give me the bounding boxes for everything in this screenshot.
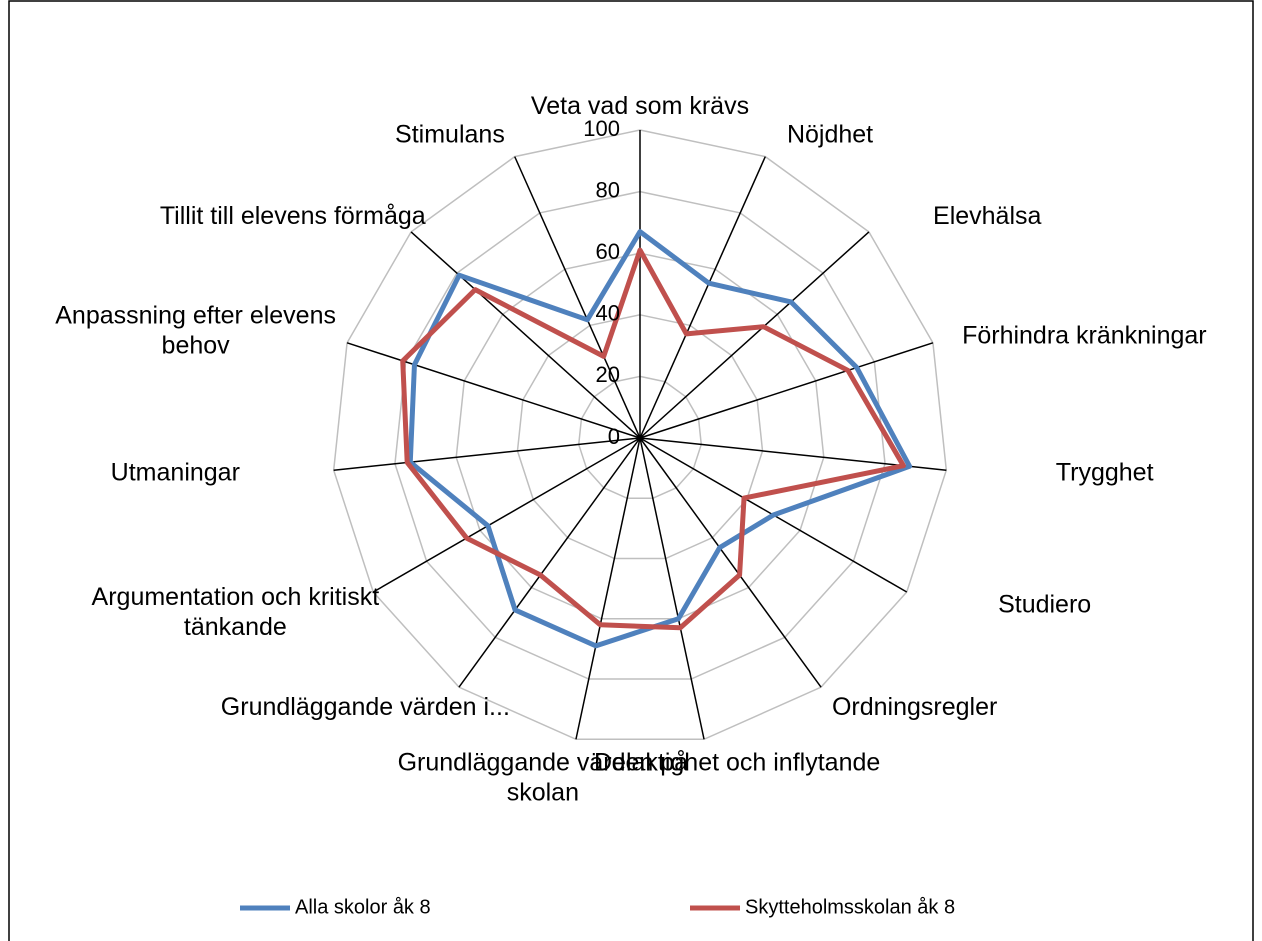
axis-spoke	[639, 437, 705, 740]
legend-label: Alla skolor åk 8	[295, 896, 431, 918]
axis-spoke	[639, 437, 822, 688]
category-label: Delaktighet och inflytande	[593, 748, 881, 777]
grid-ring	[455, 252, 825, 620]
category-label: Ordningsregler	[831, 692, 998, 721]
axis-spoke	[639, 231, 870, 439]
axis-spoke	[458, 437, 641, 688]
axis-spoke	[575, 437, 641, 740]
grid-ring	[394, 190, 886, 680]
tick-label: 100	[583, 116, 620, 141]
category-label: Studiero	[998, 590, 1092, 619]
category-label: Grundläggande värden i...	[220, 692, 510, 721]
tick-label: 0	[608, 424, 620, 449]
axis-spoke	[346, 342, 641, 439]
grid-ring	[516, 314, 764, 560]
series-line	[407, 229, 913, 649]
axis-spoke	[639, 342, 934, 439]
category-label: Elevhälsa	[933, 201, 1042, 230]
legend-label: Skytteholmsskolan åk 8	[745, 896, 955, 918]
axis-spoke	[514, 156, 641, 439]
category-label: Stimulans	[395, 120, 505, 149]
tick-label: 20	[596, 362, 620, 387]
chart-frame	[8, 0, 1254, 941]
category-label: Veta vad som krävs	[530, 91, 750, 120]
axis-spoke	[333, 437, 641, 471]
axis-spoke	[639, 156, 766, 439]
tick-label: 80	[596, 177, 620, 202]
category-label: Trygghet	[1055, 458, 1154, 487]
category-label: Anpassning efter elevens behov	[55, 301, 336, 360]
category-label: Förhindra kränkningar	[962, 321, 1207, 350]
category-label: Utmaningar	[110, 458, 240, 487]
axis-spoke	[372, 437, 641, 593]
grid-ring	[577, 375, 703, 500]
category-label: Nöjdhet	[786, 120, 874, 149]
category-label: Grundläggande värden på skolan	[397, 748, 689, 807]
axis-spoke	[410, 231, 641, 439]
grid-ring	[332, 129, 948, 741]
series-line	[400, 247, 906, 631]
category-label: Argumentation och kritiskt tänkande	[91, 582, 380, 641]
tick-label: 40	[596, 301, 620, 326]
category-label: Tillit till elevens förmåga	[159, 201, 426, 230]
tick-label: 60	[596, 239, 620, 264]
